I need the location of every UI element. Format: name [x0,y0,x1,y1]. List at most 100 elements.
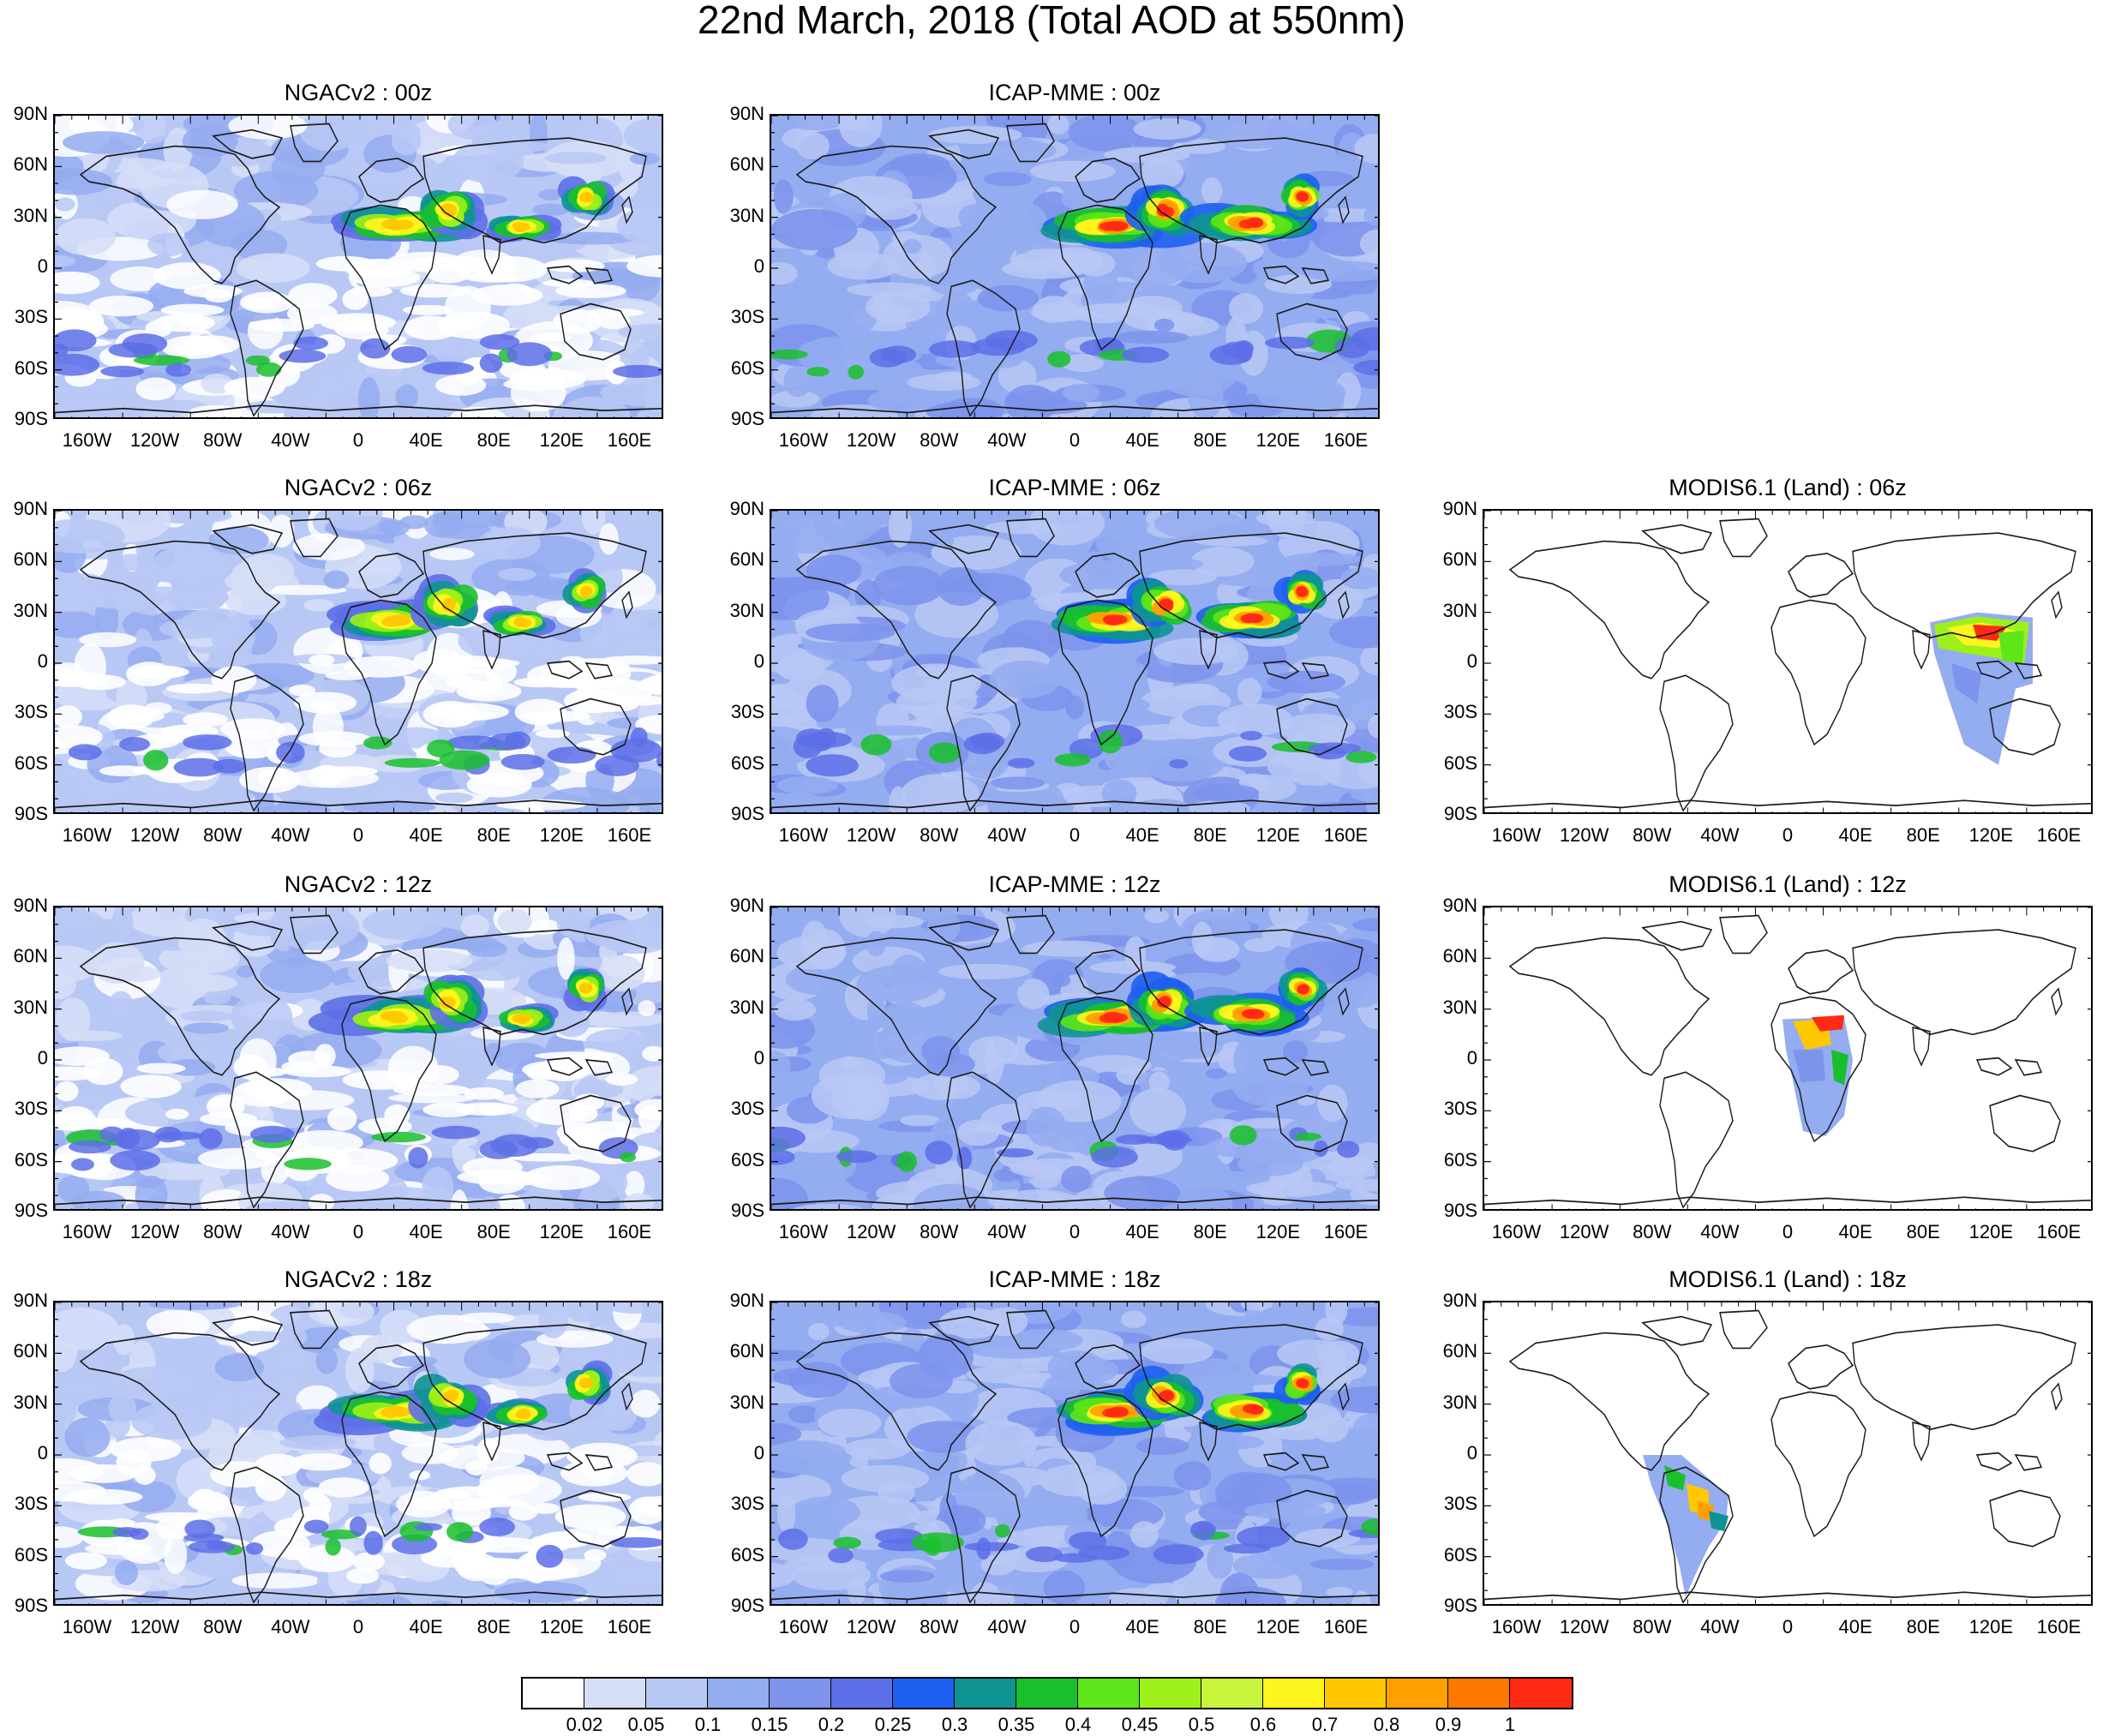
latitude-label: 60S [14,1148,48,1170]
panel-title: NGACv2 : 00z [284,80,433,105]
aod-patch [183,974,237,992]
aod-patch [462,258,507,269]
longitude-label: 160W [62,1221,112,1242]
latitude-label: 30N [13,996,48,1018]
latitude-label: 30N [13,204,48,226]
aod-patch [110,709,165,723]
aod-patch [260,957,335,994]
aod-patch [1242,1404,1259,1414]
aod-patch [927,1098,997,1110]
aod-patch [1205,1135,1285,1158]
aod-patch [323,570,350,590]
aod-patch [1157,1129,1190,1148]
aod-patch [860,725,933,736]
aod-patch [778,1528,808,1550]
aod-patch [409,1470,431,1481]
aod-patch [879,1570,935,1583]
aod-patch [1047,350,1071,368]
longitude-label: 80W [203,1616,243,1637]
panel-title: MODIS6.1 (Land) : 06z [1669,475,1907,500]
aod-patch [230,560,280,596]
aod-patch [1061,184,1105,212]
aod-patch [1351,327,1378,351]
aod-patch [776,775,838,795]
latitude-label: 30S [14,1098,48,1120]
aod-patch [388,1092,476,1104]
aod-patch [466,771,532,798]
aod-patch [239,766,301,793]
longitude-label: 120W [1559,1616,1609,1637]
aod-patch [790,1496,860,1529]
aod-patch [584,1549,607,1562]
latitude-label: 60N [729,1340,764,1362]
latitude-label: 60N [729,548,764,571]
latitude-label: 0 [1466,1442,1477,1464]
aod-patch [522,1060,585,1079]
aod-patch [350,1516,367,1536]
latitude-label: 60S [730,1148,764,1170]
aod-patch [914,591,998,638]
aod-patch [880,345,917,364]
aod-patch [941,398,1004,417]
aod-patch [245,355,271,366]
aod-patch [954,1471,1025,1518]
latitude-label: 60N [729,945,764,967]
aod-patch [1368,714,1378,739]
longitude-label: 120E [1255,429,1301,451]
aod-patch [1314,1140,1328,1158]
map-panel [770,509,1380,814]
aod-patch [108,342,159,358]
longitude-label: 160E [1323,429,1369,451]
aod-patch [116,170,147,194]
aod-patch [989,660,1061,699]
aod-patch [112,1527,141,1538]
colorbar-label: 0.45 [1121,1714,1159,1735]
coastlines [1484,914,2091,1208]
aod-patch [940,1547,977,1576]
aod-patch [429,548,475,560]
aod-patch [535,1051,615,1060]
aod-patch [1357,756,1378,786]
aod-patch [55,725,103,749]
aod-patch [976,1537,992,1560]
aod-patch [1060,354,1105,373]
aod-patch [630,1389,661,1418]
aod-patch [210,1461,272,1488]
aod-patch [836,1150,878,1164]
aod-patch [57,1175,90,1203]
aod-patch [1129,1521,1159,1548]
aod-patch [1105,221,1123,230]
aod-patch [309,654,335,667]
aod-patch [609,1537,662,1548]
aod-patch [771,1178,808,1209]
aod-patch [268,514,295,548]
aod-patch [1047,116,1069,135]
aod-patch [505,731,531,750]
latitude-label: 60S [1443,751,1477,774]
aod-patch [342,289,368,310]
latitude-label: 30N [1442,996,1477,1018]
longitude-label: 80E [1193,1616,1227,1637]
latitude-label: 30S [14,306,48,328]
aod-patch [538,1302,569,1338]
longitude-label: 160W [1491,1221,1542,1242]
aod-patch [426,263,471,284]
aod-patch [183,734,232,751]
aod-patch [530,1534,581,1547]
aod-patch [838,116,883,148]
aod-patch [279,1435,356,1450]
aod-patch [1173,1461,1212,1491]
aod-patch [543,231,638,245]
aod-patch [294,1326,355,1354]
longitude-label: 120E [1255,1616,1301,1637]
colorbar-label: 0.5 [1188,1714,1215,1735]
aod-patch [621,1032,641,1061]
modis-swath [1951,663,1981,704]
latitude-label: 0 [753,650,764,672]
aod-patch [500,753,545,770]
longitude-label: 80E [476,1221,511,1242]
aod-patch [1068,116,1144,152]
aod-patch [279,1326,308,1347]
aod-patch [1046,247,1103,274]
aod-patch [928,742,961,763]
